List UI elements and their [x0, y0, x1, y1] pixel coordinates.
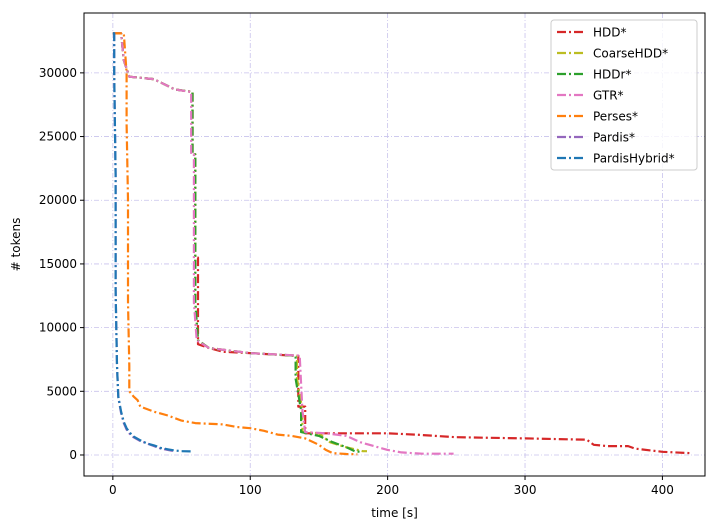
y-ticks: 0 5000 10000 15000 20000 25000 30000 [39, 66, 84, 462]
series-line-hddr [112, 32, 361, 453]
legend-label-hdd: HDD* [593, 26, 627, 40]
legend-label-perses: Perses* [593, 110, 638, 124]
x-tick-label: 100 [239, 483, 262, 497]
legend-label-coarsehdd: CoarseHDD* [593, 47, 668, 61]
x-axis-label: time [s] [371, 506, 418, 520]
series-line-pardis [112, 32, 175, 453]
series-line-gtr [112, 32, 454, 455]
plot-frame [83, 12, 706, 477]
legend-label-gtr: GTR* [593, 89, 624, 103]
series-lines [112, 32, 690, 456]
y-tick-label: 15000 [39, 257, 77, 271]
legend-label-hddr: HDDr* [593, 68, 631, 82]
legend: HDD* CoarseHDD* HDDr* GTR* Perses* Pardis* Par… [550, 19, 698, 171]
legend-label-pardishybrid: PardisHybrid* [593, 152, 675, 166]
x-ticks: 0 100 200 300 400 [109, 476, 674, 497]
legend-label-pardis: Pardis* [593, 131, 635, 145]
x-tick-label: 200 [376, 483, 399, 497]
y-tick-label: 10000 [39, 321, 77, 335]
legend-box [550, 19, 698, 171]
y-tick-label: 20000 [39, 193, 77, 207]
y-tick-label: 5000 [46, 384, 77, 398]
y-tick-label: 30000 [39, 66, 77, 80]
x-tick-label: 0 [109, 483, 117, 497]
x-tick-label: 300 [514, 483, 537, 497]
y-tick-label: 25000 [39, 130, 77, 144]
y-axis-label: # tokens [9, 218, 23, 272]
x-tick-label: 400 [651, 483, 674, 497]
series-line-coarsehdd [112, 32, 367, 453]
series-line-perses [112, 32, 358, 456]
y-tick-label: 0 [69, 448, 77, 462]
series-line-pardishybrid [112, 32, 193, 453]
